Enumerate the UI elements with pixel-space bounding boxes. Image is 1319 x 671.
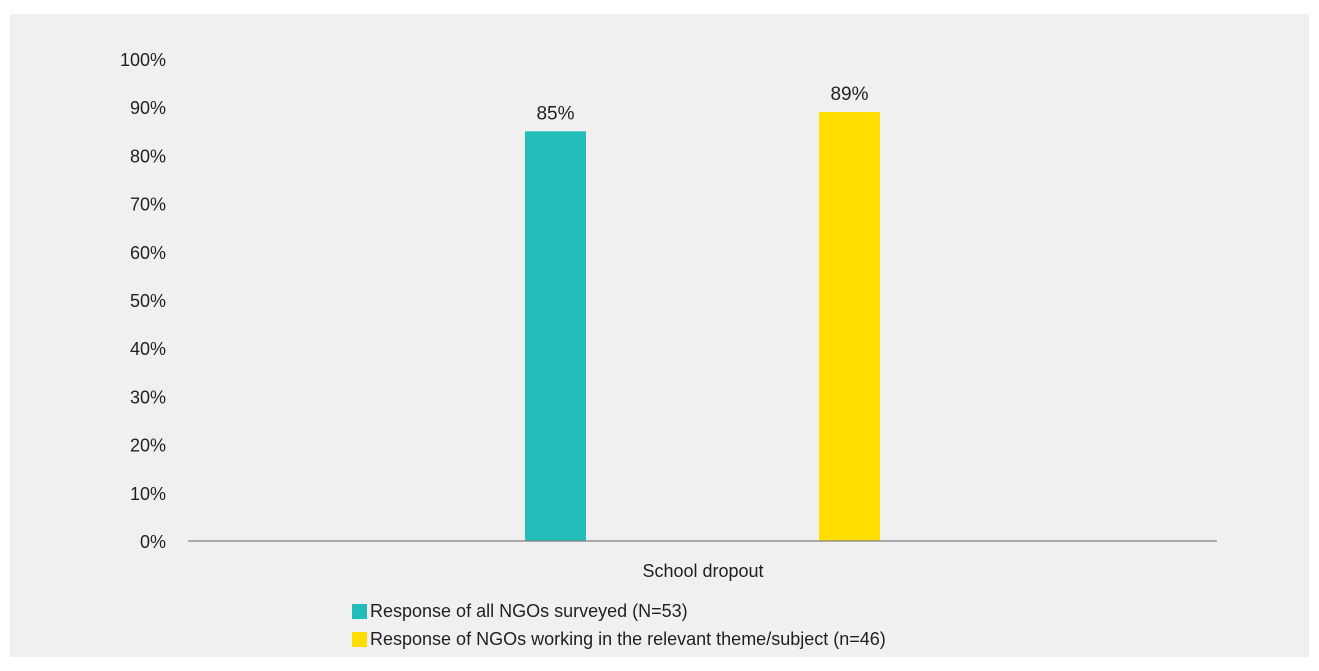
legend: Response of all NGOs surveyed (N=53) Res… [352, 597, 886, 653]
data-labels: 85% 89% [536, 84, 868, 124]
y-tick-label: 20% [130, 436, 166, 456]
legend-swatch-yellow [352, 631, 367, 647]
legend-label-relevant-ngos: Response of NGOs working in the relevant… [370, 628, 886, 649]
y-tick-label: 30% [130, 387, 166, 407]
legend-label-all-ngos: Response of all NGOs surveyed (N=53) [370, 600, 688, 621]
y-tick-label: 100% [120, 50, 166, 70]
data-label-series-1: 89% [830, 84, 868, 105]
bar-series-1 [819, 112, 880, 542]
bar-series-0 [525, 131, 586, 542]
y-tick-label: 90% [130, 98, 166, 118]
legend-item-relevant-ngos: Response of NGOs working in the relevant… [352, 625, 886, 653]
x-category-label: School dropout [642, 561, 763, 581]
y-tick-label: 40% [130, 339, 166, 359]
y-tick-label: 80% [130, 146, 166, 166]
y-tick-label: 60% [130, 243, 166, 263]
y-tick-label: 70% [130, 195, 166, 215]
legend-swatch-teal [352, 603, 367, 619]
y-tick-label: 10% [130, 484, 166, 504]
y-tick-label: 50% [130, 291, 166, 311]
data-label-series-0: 85% [536, 103, 574, 124]
chart-panel [10, 14, 1309, 657]
y-tick-label: 0% [140, 532, 166, 552]
legend-item-all-ngos: Response of all NGOs surveyed (N=53) [352, 597, 886, 625]
bars [525, 112, 880, 542]
y-axis-ticks: 0% 10% 20% 30% 40% 50% 60% 70% 80% 90% 100% [120, 50, 166, 552]
